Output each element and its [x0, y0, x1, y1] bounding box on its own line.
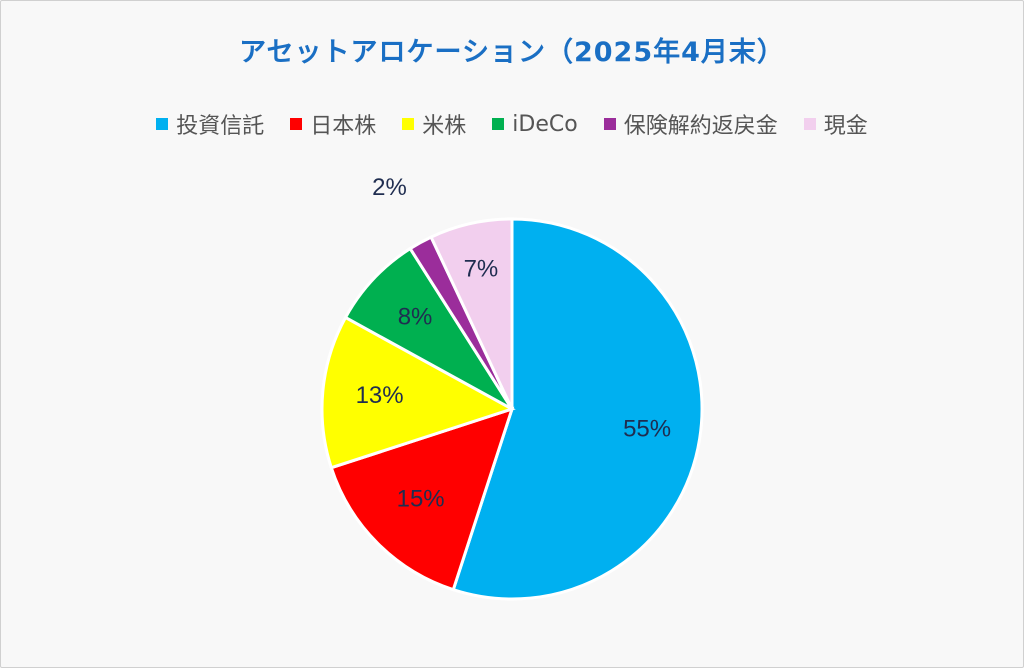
pie-slice-us-stocks	[320, 315, 516, 470]
legend-swatch-cash	[803, 118, 816, 130]
legend-label-cash: 現金	[823, 114, 868, 139]
legend-label-insurance: 保険解約返戻金	[623, 114, 778, 139]
pie-slice-investment-trust	[451, 217, 704, 601]
legend-item-cash: 現金	[803, 108, 868, 140]
pie-slice-cash	[429, 217, 514, 410]
legend-item-investment-trust: 投資信託	[156, 108, 264, 140]
legend-label-investment-trust: 投資信託	[176, 114, 265, 139]
legend-swatch-ideco	[492, 118, 505, 130]
legend-label-us-stocks: 米株	[422, 114, 467, 139]
data-label-insurance: 2%	[372, 174, 407, 201]
legend-swatch-investment-trust	[156, 118, 169, 130]
legend-swatch-us-stocks	[402, 118, 415, 130]
data-label-japan-stocks: 15%	[397, 486, 445, 513]
legend-swatch-japan-stocks	[290, 118, 303, 130]
data-label-cash: 7%	[464, 255, 499, 282]
legend-label-ideco: iDeCo	[512, 111, 578, 137]
data-label-ideco: 8%	[398, 303, 433, 330]
chart-legend: 投資信託 日本株 米株 iDeCo 保険解約返戻金 現金	[0, 108, 1024, 140]
legend-item-insurance: 保険解約返戻金	[603, 108, 778, 140]
legend-item-us-stocks: 米株	[402, 108, 466, 140]
legend-item-ideco: iDeCo	[492, 111, 578, 137]
chart-title: アセットアロケーション（2025年4月末）	[239, 37, 785, 68]
legend-swatch-insurance	[603, 118, 616, 130]
data-label-us-stocks: 13%	[356, 382, 404, 409]
pie-slice-ideco	[343, 246, 514, 411]
legend-item-japan-stocks: 日本株	[290, 108, 376, 140]
legend-label-japan-stocks: 日本株	[310, 114, 377, 139]
data-label-investment-trust: 55%	[623, 416, 671, 443]
